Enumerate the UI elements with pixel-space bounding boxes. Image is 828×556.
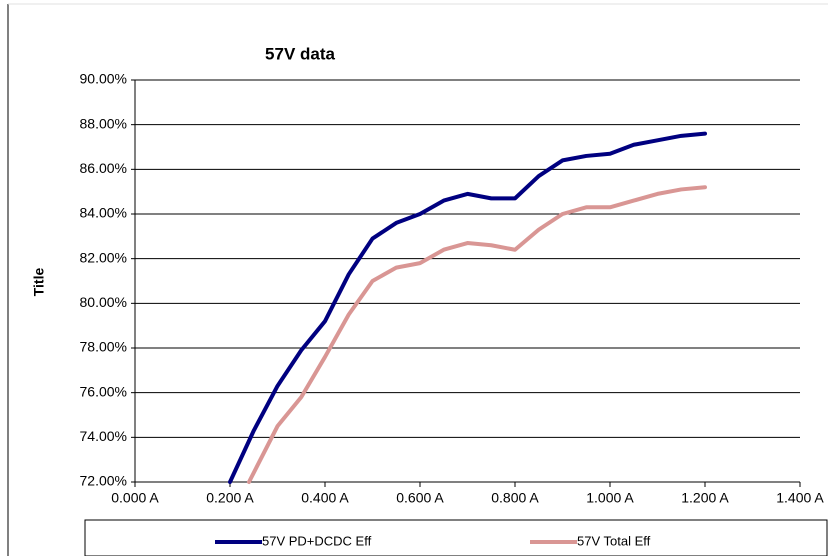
x-tick-label: 0.200 A — [206, 490, 254, 506]
y-tick-label: 90.00% — [80, 71, 127, 87]
series-line — [247, 185, 707, 484]
y-tick-label: 88.00% — [80, 115, 127, 131]
legend-label: 57V PD+DCDC Eff — [262, 533, 372, 548]
chart-title: 57V data — [265, 44, 335, 63]
x-tick-label: 0.000 A — [111, 490, 159, 506]
y-tick-label: 72.00% — [80, 473, 127, 489]
y-axis-title: Title — [31, 268, 47, 297]
y-tick-label: 80.00% — [80, 294, 127, 310]
y-tick-label: 76.00% — [80, 383, 127, 399]
y-tick-label: 74.00% — [80, 428, 127, 444]
y-tick-label: 84.00% — [80, 205, 127, 221]
series-line — [228, 131, 707, 484]
legend-label: 57V Total Eff — [577, 533, 651, 548]
x-tick-label: 1.200 A — [681, 490, 729, 506]
y-tick-label: 82.00% — [80, 249, 127, 265]
x-tick-label: 0.400 A — [301, 490, 349, 506]
legend-box — [84, 519, 828, 556]
x-tick-label: 0.600 A — [396, 490, 444, 506]
y-tick-label: 86.00% — [80, 160, 127, 176]
y-tick-label: 78.00% — [80, 339, 127, 355]
x-tick-label: 1.400 A — [776, 490, 824, 506]
x-tick-label: 1.000 A — [586, 490, 634, 506]
x-tick-label: 0.800 A — [491, 490, 539, 506]
